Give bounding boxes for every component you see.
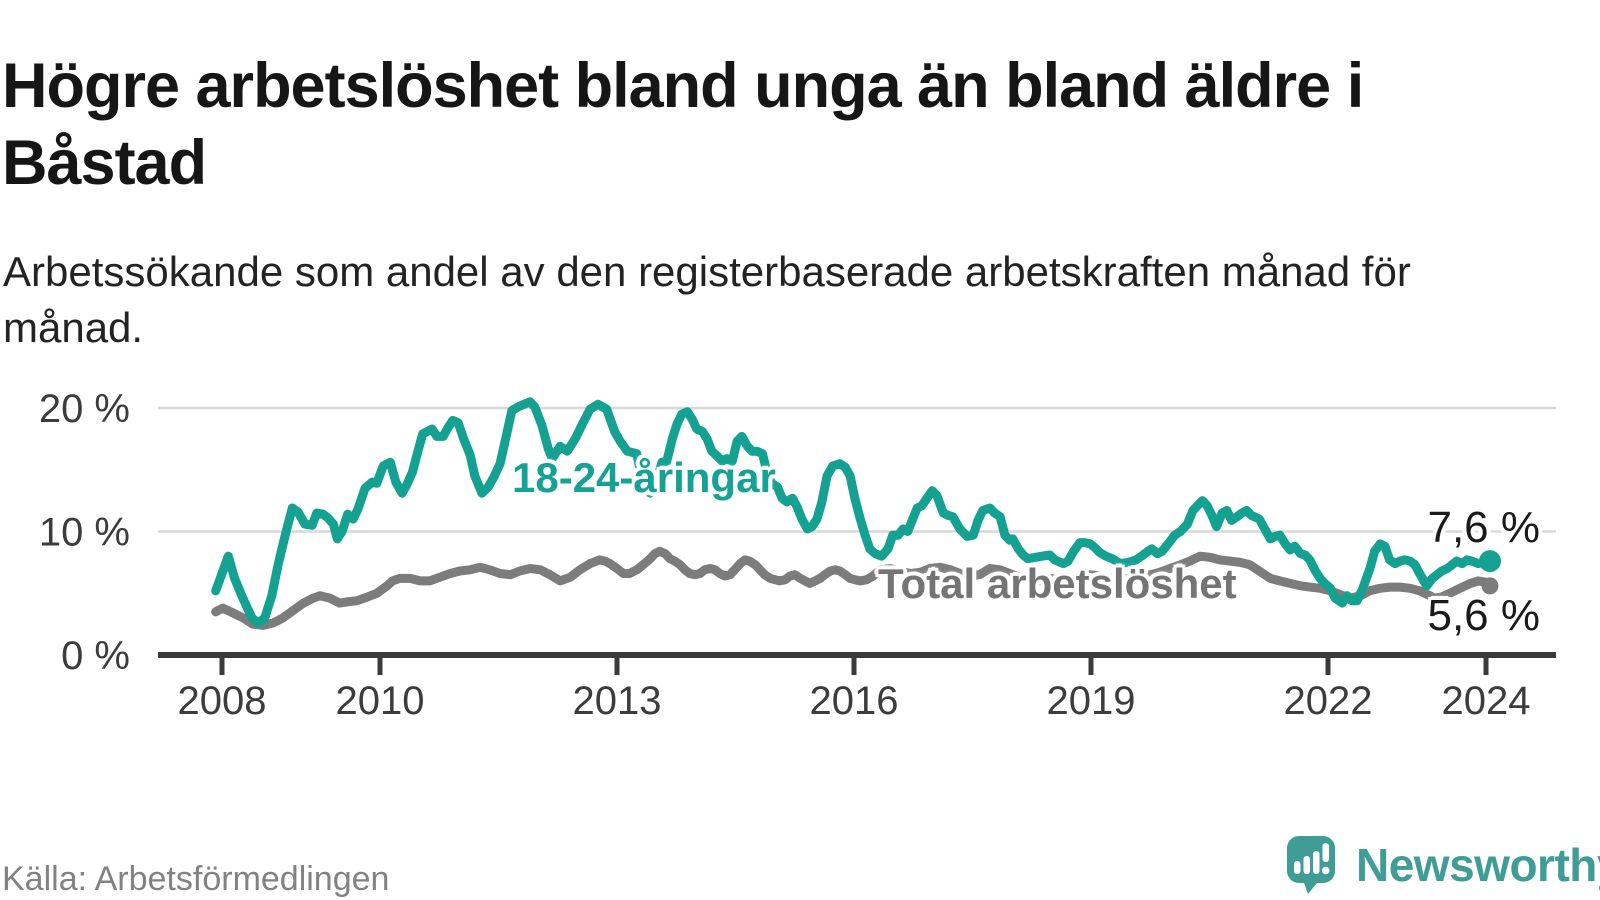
source-note: Källa: Arbetsförmedlingen xyxy=(2,860,390,898)
newsworthy-logo: Newsworthy xyxy=(1286,834,1600,896)
x-tick-label: 2008 xyxy=(178,679,267,723)
x-tick-label: 2010 xyxy=(336,679,425,723)
newsworthy-wordmark: Newsworthy xyxy=(1356,839,1600,891)
end-value-label-total: 5,6 % xyxy=(1427,591,1540,640)
y-tick-label: 20 % xyxy=(39,387,130,431)
series-end-dot xyxy=(1481,577,1499,595)
series-end-dot xyxy=(1478,550,1501,573)
y-tick-label: 10 % xyxy=(39,511,130,555)
page-subtitle: Arbetssökande som andel av den registerb… xyxy=(3,248,1411,351)
page-title: Högre arbetslöshet bland unga än bland ä… xyxy=(2,51,1364,199)
series-label-total: Total arbetslöshet xyxy=(878,560,1237,607)
x-tick-label: 2016 xyxy=(810,679,899,723)
newsworthy-logo-icon xyxy=(1287,836,1335,894)
series-label-young: 18-24-åringar xyxy=(512,454,776,501)
series-line xyxy=(211,546,1495,630)
x-tick-label: 2013 xyxy=(573,679,662,723)
y-tick-label: 0 % xyxy=(61,634,130,678)
x-tick-label: 2024 xyxy=(1442,679,1531,723)
x-tick-label: 2022 xyxy=(1284,679,1373,723)
end-value-label-young: 7,6 % xyxy=(1427,503,1540,552)
series-line xyxy=(211,397,1495,628)
x-tick-label: 2019 xyxy=(1047,679,1136,723)
